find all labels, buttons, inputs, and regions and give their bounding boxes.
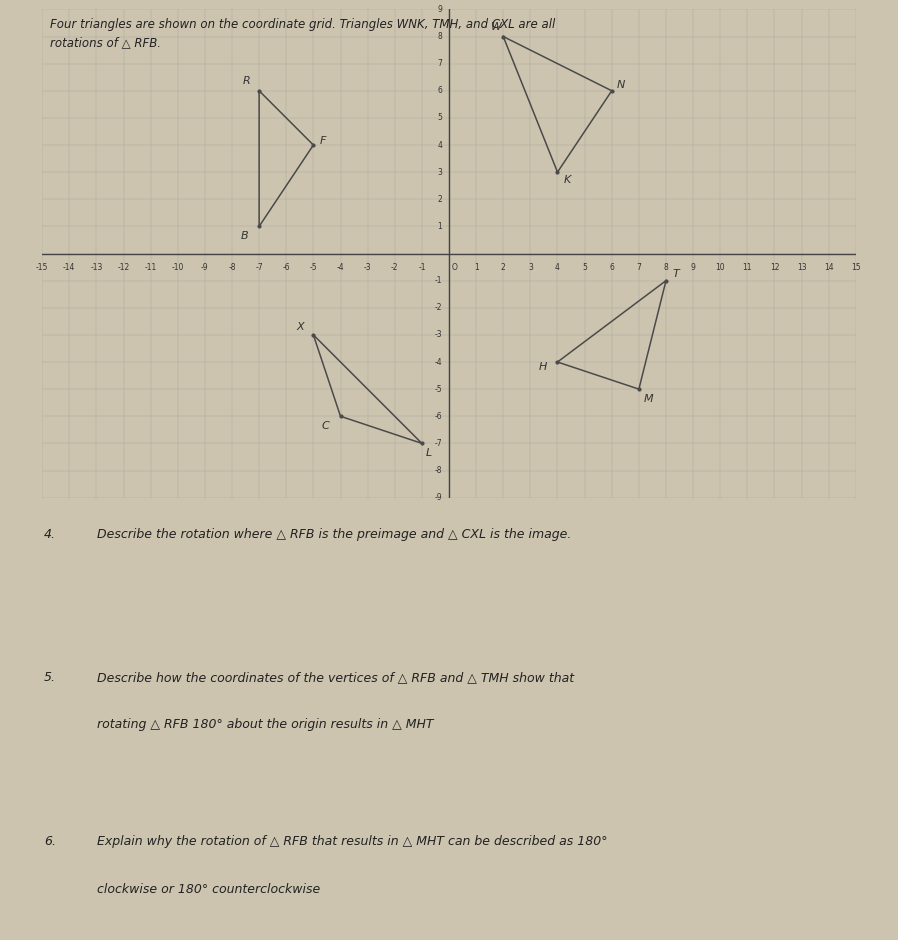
Text: rotating △ RFB 180° about the origin results in △ MHT: rotating △ RFB 180° about the origin res…	[97, 718, 434, 731]
Text: 1: 1	[437, 222, 442, 231]
Text: -6: -6	[435, 412, 442, 421]
Text: -8: -8	[228, 263, 236, 272]
Text: 3: 3	[437, 167, 442, 177]
Text: -9: -9	[201, 263, 208, 272]
Text: -8: -8	[435, 466, 442, 475]
Text: F: F	[320, 136, 326, 146]
Text: K: K	[563, 175, 570, 185]
Text: 7: 7	[637, 263, 641, 272]
Text: 5: 5	[582, 263, 587, 272]
Text: O: O	[452, 263, 457, 272]
Text: 7: 7	[437, 59, 442, 68]
Text: 8: 8	[437, 32, 442, 41]
Text: 5: 5	[437, 114, 442, 122]
Text: Describe the rotation where △ RFB is the preimage and △ CXL is the image.: Describe the rotation where △ RFB is the…	[97, 528, 571, 540]
Text: -1: -1	[435, 276, 442, 285]
Text: -15: -15	[36, 263, 48, 272]
Text: X: X	[296, 321, 304, 332]
Text: 4: 4	[555, 263, 560, 272]
Text: 8: 8	[664, 263, 668, 272]
Text: Describe how the coordinates of the vertices of △ RFB and △ TMH show that: Describe how the coordinates of the vert…	[97, 671, 574, 683]
Text: 6: 6	[437, 86, 442, 95]
Text: 9: 9	[691, 263, 696, 272]
Text: 2: 2	[437, 195, 442, 204]
Text: M: M	[644, 394, 653, 403]
Text: H: H	[539, 363, 547, 372]
Text: -6: -6	[283, 263, 290, 272]
Text: clockwise or 180° counterclockwise: clockwise or 180° counterclockwise	[97, 883, 321, 896]
Text: 15: 15	[851, 263, 860, 272]
Text: 10: 10	[716, 263, 725, 272]
Text: C: C	[321, 421, 330, 431]
Text: N: N	[617, 80, 625, 90]
Text: 3: 3	[528, 263, 533, 272]
Text: 12: 12	[770, 263, 779, 272]
Text: B: B	[241, 231, 248, 241]
Text: 14: 14	[824, 263, 833, 272]
Text: -5: -5	[310, 263, 317, 272]
Text: -2: -2	[391, 263, 399, 272]
Text: -9: -9	[435, 494, 442, 502]
Text: -7: -7	[255, 263, 263, 272]
Text: 6: 6	[610, 263, 614, 272]
Text: 6.: 6.	[44, 836, 57, 848]
Text: -4: -4	[337, 263, 344, 272]
Text: 4: 4	[437, 140, 442, 149]
Text: 9: 9	[437, 5, 442, 14]
Text: -3: -3	[435, 330, 442, 339]
Text: -2: -2	[435, 304, 442, 312]
Text: -10: -10	[172, 263, 184, 272]
Text: L: L	[426, 447, 432, 458]
Text: rotations of △ RFB.: rotations of △ RFB.	[50, 37, 162, 50]
Text: Four triangles are shown on the coordinate grid. Triangles WNK, TMH, and CXL are: Four triangles are shown on the coordina…	[50, 18, 556, 30]
Text: -5: -5	[435, 384, 442, 394]
Text: -11: -11	[145, 263, 157, 272]
Text: 5.: 5.	[44, 671, 57, 683]
Text: -4: -4	[435, 357, 442, 367]
Text: W: W	[491, 22, 502, 32]
Text: -1: -1	[418, 263, 426, 272]
Text: -7: -7	[435, 439, 442, 447]
Text: 4.: 4.	[44, 528, 57, 540]
Text: -3: -3	[364, 263, 372, 272]
Text: 11: 11	[743, 263, 753, 272]
Text: R: R	[243, 76, 251, 86]
Text: -14: -14	[63, 263, 75, 272]
Text: -13: -13	[90, 263, 102, 272]
Text: T: T	[672, 269, 679, 279]
Text: 2: 2	[501, 263, 506, 272]
Text: 1: 1	[474, 263, 479, 272]
Text: 13: 13	[797, 263, 806, 272]
Text: Explain why the rotation of △ RFB that results in △ MHT can be described as 180°: Explain why the rotation of △ RFB that r…	[97, 836, 607, 848]
Text: -12: -12	[118, 263, 129, 272]
